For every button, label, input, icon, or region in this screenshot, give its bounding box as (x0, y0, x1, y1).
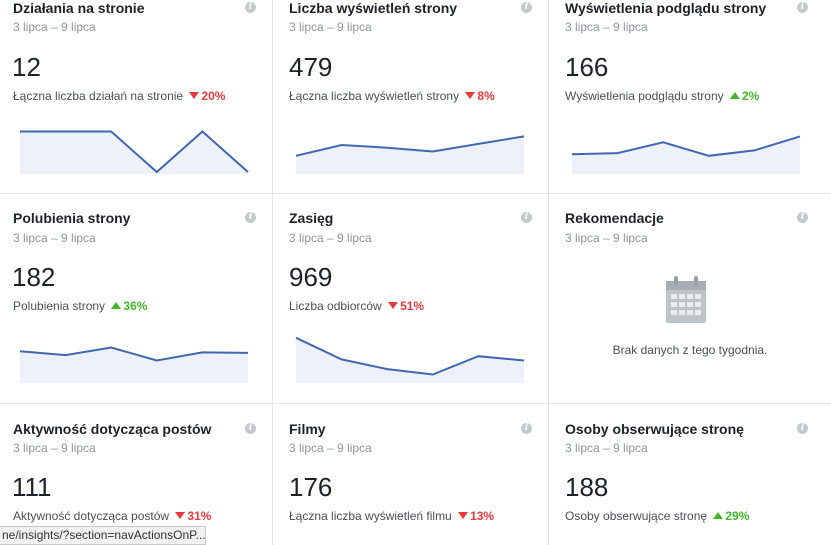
card-date: 3 lipca – 9 lipca (289, 441, 372, 455)
info-icon[interactable]: i (521, 2, 532, 13)
delta-badge: 31% (175, 509, 211, 523)
card-subtitle: Polubienia strony 36% (13, 299, 148, 313)
card-title: Osoby obserwujące stronę (565, 421, 744, 437)
sparkline-line (19, 346, 249, 362)
card-value: 111 (12, 472, 52, 502)
card-title: Aktywność dotycząca postów (13, 421, 212, 437)
card-post-engagement[interactable]: Aktywność dotycząca postów i 3 lipca – 9… (0, 404, 273, 545)
card-page-views[interactable]: Liczba wyświetleń strony i 3 lipca – 9 l… (273, 0, 549, 194)
card-value: 12 (12, 52, 41, 82)
delta-badge: 8% (465, 89, 495, 103)
delta-badge: 20% (189, 89, 225, 103)
card-date: 3 lipca – 9 lipca (565, 20, 648, 34)
info-icon[interactable]: i (245, 212, 256, 223)
down-arrow-icon (189, 92, 200, 100)
sparkline-line (571, 135, 801, 157)
card-value: 188 (565, 472, 609, 502)
sparkline-area (296, 337, 524, 383)
sparkline-line (20, 130, 249, 174)
card-subtitle: Łączna liczba wyświetleń filmu 13% (289, 509, 495, 523)
down-arrow-icon (175, 512, 186, 520)
info-icon[interactable]: i (797, 2, 808, 13)
card-recommendations[interactable]: Rekomendacje i 3 lipca – 9 lipca Brak da… (549, 194, 831, 404)
sparkline (571, 135, 801, 174)
card-value: 176 (289, 472, 333, 502)
card-preview-views[interactable]: Wyświetlenia podglądu strony i 3 lipca –… (549, 0, 831, 194)
info-icon[interactable]: i (245, 423, 256, 434)
card-title: Filmy (289, 421, 326, 437)
sparkline-line (295, 135, 525, 157)
sparkline-line (295, 336, 525, 376)
sparkline-area (20, 347, 248, 383)
card-date: 3 lipca – 9 lipca (289, 231, 372, 245)
down-arrow-icon (388, 302, 399, 310)
card-subtitle: Liczba odbiorców 51% (289, 299, 425, 313)
info-icon[interactable]: i (245, 2, 256, 13)
info-icon[interactable]: i (797, 212, 808, 223)
card-date: 3 lipca – 9 lipca (565, 441, 648, 455)
card-title: Zasięg (289, 210, 334, 226)
card-page-followers[interactable]: Osoby obserwujące stronę i 3 lipca – 9 l… (549, 404, 831, 545)
delta-badge: 29% (713, 509, 749, 523)
card-page-actions[interactable]: Działania na stronie i 3 lipca – 9 lipca… (0, 0, 273, 194)
delta-badge: 51% (388, 299, 424, 313)
down-arrow-icon (465, 92, 476, 100)
card-title: Liczba wyświetleń strony (289, 0, 458, 16)
card-title: Polubienia strony (13, 210, 131, 226)
card-title: Wyświetlenia podglądu strony (565, 0, 767, 16)
sparkline-area (572, 136, 800, 174)
up-arrow-icon (713, 512, 724, 520)
card-value: 166 (565, 52, 609, 82)
sparkline (295, 336, 525, 383)
calendar-icon (666, 276, 706, 323)
card-date: 3 lipca – 9 lipca (13, 231, 96, 245)
card-date: 3 lipca – 9 lipca (565, 231, 648, 245)
delta-badge: 2% (730, 89, 759, 103)
card-reach[interactable]: Zasięg i 3 lipca – 9 lipca 969 Liczba od… (273, 194, 549, 404)
sparkline (20, 130, 249, 174)
card-subtitle: Osoby obserwujące stronę 29% (565, 509, 750, 523)
card-subtitle: Łączna liczba wyświetleń strony 8% (289, 89, 495, 103)
info-icon[interactable]: i (797, 423, 808, 434)
card-date: 3 lipca – 9 lipca (289, 20, 372, 34)
sparkline (295, 135, 525, 174)
up-arrow-icon (730, 92, 740, 100)
card-value: 182 (12, 262, 56, 292)
empty-state-text: Brak danych z tego tygodnia. (612, 343, 768, 357)
card-value: 969 (289, 262, 333, 292)
up-arrow-icon (111, 302, 122, 310)
card-title: Rekomendacje (565, 210, 664, 226)
info-icon[interactable]: i (521, 423, 532, 434)
delta-badge: 36% (111, 299, 147, 313)
card-page-likes[interactable]: Polubienia strony i 3 lipca – 9 lipca 18… (0, 194, 273, 404)
card-subtitle: Aktywność dotycząca postów 31% (13, 509, 212, 523)
info-icon[interactable]: i (521, 212, 532, 223)
down-arrow-icon (458, 512, 469, 520)
card-date: 3 lipca – 9 lipca (13, 441, 96, 455)
delta-badge: 13% (458, 509, 494, 523)
card-videos[interactable]: Filmy i 3 lipca – 9 lipca 176 Łączna lic… (273, 404, 549, 545)
card-subtitle: Łączna liczba działań na stronie 20% (13, 89, 226, 103)
card-title: Działania na stronie (13, 0, 145, 16)
card-value: 479 (289, 52, 333, 82)
sparkline (19, 346, 249, 383)
card-subtitle: Wyświetlenia podglądu strony 2% (565, 89, 760, 103)
card-date: 3 lipca – 9 lipca (13, 20, 96, 34)
browser-status-url: ne/insights/?section=navActionsOnP... (0, 526, 206, 545)
